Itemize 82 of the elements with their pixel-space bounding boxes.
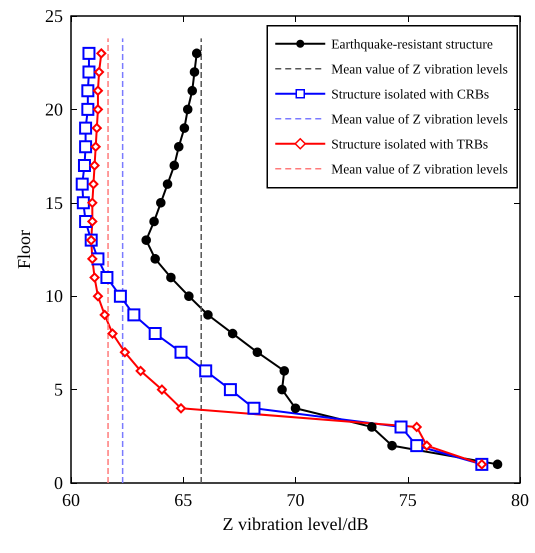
x-tick-label: 80 — [511, 490, 529, 510]
x-tick-label: 65 — [174, 490, 192, 510]
legend-label: Structure isolated with TRBs — [331, 136, 488, 152]
point — [87, 198, 98, 208]
legend-label: Mean value of Z vibration levels — [331, 111, 508, 126]
point — [87, 254, 98, 264]
point — [492, 460, 502, 470]
point — [81, 84, 94, 98]
legend-label: Structure isolated with CRBs — [331, 86, 490, 102]
y-tick-label: 5 — [54, 380, 63, 400]
legend-label: Mean value of Z vibration levels — [331, 61, 508, 76]
point — [136, 366, 146, 376]
point — [96, 48, 106, 58]
point — [148, 327, 162, 340]
point — [247, 402, 260, 415]
point — [92, 86, 103, 96]
point — [174, 142, 184, 152]
y-tick-label: 10 — [45, 286, 63, 306]
point — [100, 271, 114, 284]
point — [174, 346, 188, 359]
point — [81, 102, 94, 116]
point — [78, 158, 91, 172]
point — [87, 216, 98, 226]
x-axis-title: Z vibration level/dB — [222, 514, 368, 534]
point — [76, 178, 89, 191]
point — [79, 140, 92, 154]
point — [162, 179, 172, 189]
point — [127, 308, 140, 322]
legend-label: Earthquake-resistant structure — [331, 36, 493, 52]
x-tick-label: 75 — [398, 490, 417, 510]
y-tick-label: 20 — [45, 99, 63, 120]
y-axis-title: Floor — [14, 230, 34, 270]
point — [280, 366, 290, 376]
point — [410, 439, 424, 452]
point — [114, 290, 127, 303]
point — [252, 347, 262, 357]
point — [290, 404, 300, 414]
point — [90, 160, 100, 170]
point — [82, 66, 96, 79]
point — [228, 328, 238, 338]
point — [90, 142, 101, 152]
point — [176, 403, 186, 414]
point — [108, 328, 118, 339]
point — [184, 291, 194, 301]
point — [394, 420, 408, 434]
point — [166, 272, 176, 282]
point — [192, 48, 202, 58]
point — [180, 123, 190, 133]
point — [367, 422, 377, 432]
point — [92, 123, 102, 134]
point — [88, 179, 98, 190]
point — [203, 310, 213, 320]
point — [90, 272, 100, 283]
y-tick-label: 0 — [54, 473, 63, 493]
point — [79, 122, 92, 135]
point — [92, 104, 103, 114]
point — [156, 198, 166, 208]
y-tick-label: 25 — [45, 6, 63, 26]
legend-label: Mean value of Z vibration levels — [331, 161, 508, 176]
point — [82, 46, 96, 60]
x-tick-label: 60 — [62, 490, 80, 510]
point — [199, 364, 212, 378]
point — [149, 216, 159, 226]
point — [387, 440, 397, 450]
x-tick-label: 70 — [286, 490, 304, 510]
point — [422, 440, 432, 451]
point — [92, 291, 103, 302]
point — [187, 86, 197, 96]
point — [183, 104, 192, 114]
point — [170, 160, 180, 170]
point — [150, 254, 160, 264]
point — [190, 67, 200, 77]
y-tick-label: 15 — [45, 192, 63, 213]
point — [156, 384, 167, 395]
point — [120, 347, 130, 358]
point — [277, 384, 287, 394]
point — [141, 235, 151, 245]
point — [94, 67, 104, 78]
point — [76, 196, 90, 210]
point — [412, 422, 422, 432]
point — [100, 310, 110, 320]
point — [224, 383, 237, 396]
